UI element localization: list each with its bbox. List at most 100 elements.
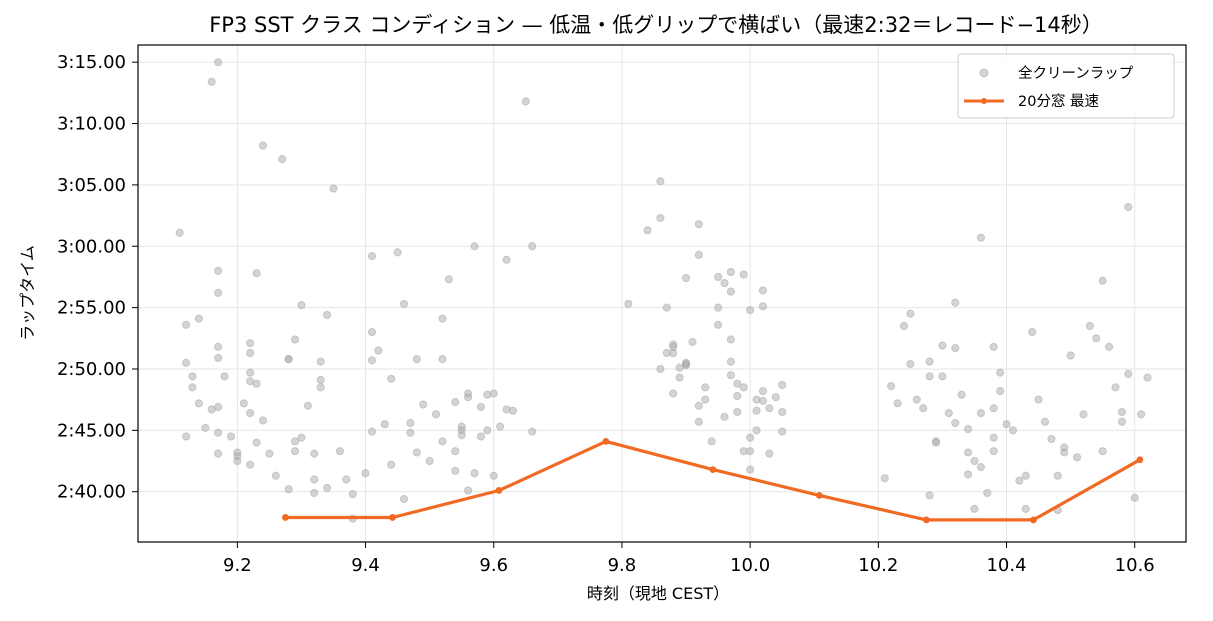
scatter-point	[290, 335, 300, 344]
scatter-point	[746, 433, 755, 442]
scatter-point	[1098, 276, 1107, 285]
x-tick-label: 9.8	[608, 555, 637, 576]
scatter-point	[252, 379, 261, 388]
scatter-point	[194, 314, 203, 323]
scatter-point	[989, 447, 998, 456]
scatter-point	[624, 299, 633, 309]
scatter-point	[758, 302, 768, 311]
scatter-point	[387, 460, 396, 469]
scatter-point	[470, 242, 479, 251]
scatter-point	[528, 427, 537, 436]
scatter-point	[713, 272, 723, 282]
line-point	[709, 466, 717, 473]
scatter-point	[746, 465, 755, 474]
scatter-point	[1143, 373, 1152, 382]
scatter-point	[899, 321, 909, 331]
scatter-point	[438, 437, 447, 446]
scatter-point	[739, 383, 748, 392]
scatter-point	[406, 418, 415, 428]
scatter-point	[1085, 321, 1094, 331]
scatter-point	[239, 399, 248, 408]
scatter-point	[489, 389, 498, 398]
scatter-point	[214, 266, 223, 275]
scatter-point	[694, 417, 703, 426]
scatter-point	[310, 449, 319, 458]
scatter-point	[643, 226, 652, 235]
scatter-point	[316, 375, 325, 385]
scatter-point	[983, 488, 992, 498]
scatter-point	[713, 303, 723, 312]
scatter-point	[688, 337, 697, 347]
scatter-point	[246, 368, 255, 377]
legend-marker-line-dot	[981, 98, 987, 104]
legend-box	[957, 53, 1175, 119]
scatter-point	[669, 389, 678, 398]
y-tick-label: 2:40.00	[57, 482, 126, 503]
x-tick-label: 10.2	[858, 555, 898, 576]
scatter-point	[508, 406, 518, 415]
line-point	[389, 514, 396, 521]
scatter-point	[944, 409, 953, 418]
scatter-point	[758, 286, 768, 295]
scatter-point	[925, 357, 934, 366]
scatter-point	[521, 97, 530, 106]
scatter-point	[1060, 443, 1069, 452]
chart-title: FP3 SST クラス コンディション — 低温・低グリップで横ばい（最速2:3…	[209, 13, 1103, 37]
scatter-point	[393, 248, 402, 257]
legend: 全クリーンラップ 20分窓 最速	[957, 53, 1175, 119]
scatter-point	[438, 355, 447, 364]
scatter-point	[181, 358, 191, 367]
line-point	[282, 514, 289, 521]
scatter-point	[765, 449, 774, 458]
scatter-point	[1111, 383, 1120, 392]
scatter-point	[361, 469, 370, 478]
scatter-point	[476, 432, 486, 441]
scatter-point	[175, 228, 184, 237]
line-point	[1030, 516, 1037, 524]
scatter-point	[483, 426, 492, 435]
scatter-point	[246, 409, 255, 418]
scatter-point	[246, 339, 255, 348]
scatter-point	[214, 402, 223, 412]
scatter-point	[265, 449, 274, 458]
scatter-point	[1034, 395, 1043, 404]
scatter-point	[1130, 493, 1139, 502]
scatter-point	[771, 393, 780, 402]
scatter-point	[451, 398, 460, 407]
scatter-point	[528, 242, 537, 251]
scatter-point	[746, 305, 755, 315]
scatter-point	[284, 485, 293, 494]
scatter-point	[1021, 471, 1030, 480]
scatter-point	[464, 486, 473, 495]
scatter-point	[707, 437, 716, 446]
scatter-point	[348, 490, 357, 499]
scatter-point	[1079, 410, 1088, 419]
scatter-point	[1117, 417, 1127, 426]
scatter-point	[957, 390, 966, 399]
line-point	[602, 437, 610, 445]
scatter-point	[1053, 471, 1062, 480]
y-tick-label: 2:55.00	[57, 298, 126, 319]
scatter-point	[367, 251, 377, 261]
scatter-point	[906, 359, 915, 369]
scatter-point	[316, 357, 325, 366]
scatter-point	[996, 386, 1005, 396]
x-tick-label: 9.6	[479, 555, 508, 576]
legend-label-line: 20分窓 最速	[1018, 92, 1099, 110]
scatter-point	[297, 433, 306, 442]
scatter-point	[1040, 417, 1050, 426]
y-tick-label: 2:45.00	[57, 420, 126, 441]
scatter-point	[938, 341, 947, 350]
scatter-point	[720, 412, 729, 421]
scatter-point	[752, 406, 761, 415]
scatter-point	[1137, 410, 1146, 419]
scatter-point	[1066, 351, 1075, 360]
scatter-point	[387, 374, 396, 383]
scatter-point	[457, 431, 466, 440]
scatter-point	[374, 346, 383, 355]
scatter-point	[1124, 369, 1133, 378]
scatter-point	[778, 407, 787, 417]
scatter-point	[214, 288, 223, 297]
scatter-point	[938, 372, 947, 381]
